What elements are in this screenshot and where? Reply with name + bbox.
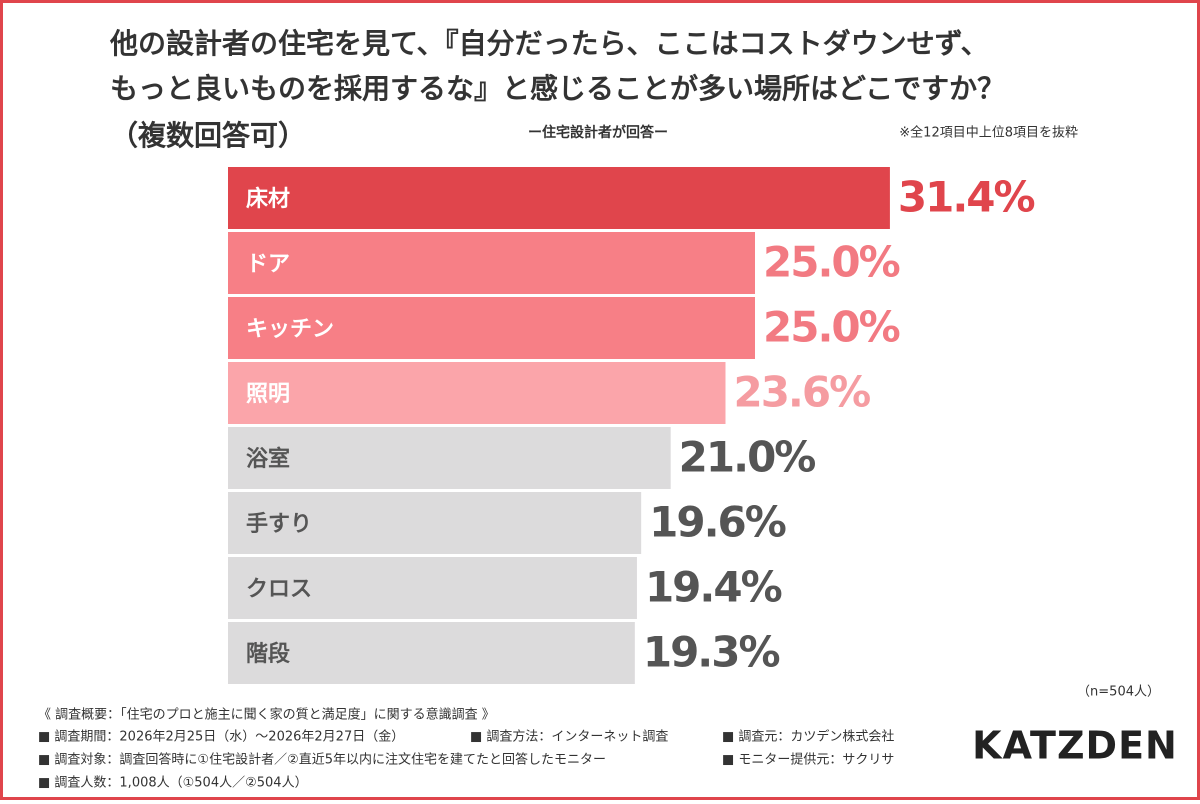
bar bbox=[228, 362, 726, 424]
footer-item: ■ 調査元：カツデン株式会社 bbox=[722, 729, 894, 745]
bar bbox=[228, 492, 642, 554]
footer-item: ■ 調査対象：調査回答時に①住宅設計者／②直近5年以内に注文住宅を建てたと回答し… bbox=[38, 752, 606, 768]
footer-item: ■ 調査方法：インターネット調査 bbox=[470, 729, 668, 745]
category-label: 階段 bbox=[246, 641, 290, 667]
bar bbox=[228, 622, 635, 684]
value-label: 19.4% bbox=[645, 563, 782, 612]
value-label: 25.0% bbox=[763, 238, 900, 287]
category-label: ドア bbox=[246, 252, 290, 277]
value-label: 31.4% bbox=[898, 173, 1035, 222]
value-label: 19.3% bbox=[643, 628, 780, 677]
value-label: 19.6% bbox=[649, 498, 786, 547]
category-label: 床材 bbox=[246, 186, 290, 212]
bar bbox=[228, 427, 671, 489]
value-label: 21.0% bbox=[679, 433, 816, 482]
category-label: 浴室 bbox=[246, 446, 290, 472]
title-line: もっと良いものを採用するな』と感じることが多い場所はどこですか？ bbox=[110, 72, 1005, 105]
title-line: 他の設計者の住宅を見て、『自分だったら、ここはコストダウンせず、 bbox=[109, 27, 989, 60]
sample-size: （n=504人） bbox=[1077, 685, 1160, 700]
footer-item: ■ 調査人数：1,008人（①504人／②504人） bbox=[38, 776, 308, 791]
category-label: 照明 bbox=[246, 382, 290, 407]
category-label: キッチン bbox=[246, 317, 334, 342]
title-line: （複数回答可） bbox=[110, 119, 306, 152]
category-label: 手すり bbox=[246, 512, 312, 537]
subtitle: ー住宅設計者が回答ー bbox=[528, 124, 668, 141]
footer-item: ■ 調査期間：2026年2月25日（水）～2026年2月27日（金） bbox=[38, 729, 404, 745]
note: ※全12項目中上位8項目を抜粋 bbox=[899, 125, 1078, 141]
bar bbox=[228, 167, 890, 229]
footer-heading: 《 調査概要：「住宅のプロと施主に聞く家の質と満足度」に関する意識調査 》 bbox=[38, 707, 495, 723]
value-label: 25.0% bbox=[763, 303, 900, 352]
bar bbox=[228, 232, 755, 294]
footer-item: ■ モニター提供元：サクリサ bbox=[722, 752, 894, 768]
bar bbox=[228, 297, 755, 359]
bar bbox=[228, 557, 637, 619]
logo: KATZDEN bbox=[972, 724, 1178, 768]
category-label: クロス bbox=[246, 577, 312, 602]
value-label: 23.6% bbox=[733, 368, 870, 417]
